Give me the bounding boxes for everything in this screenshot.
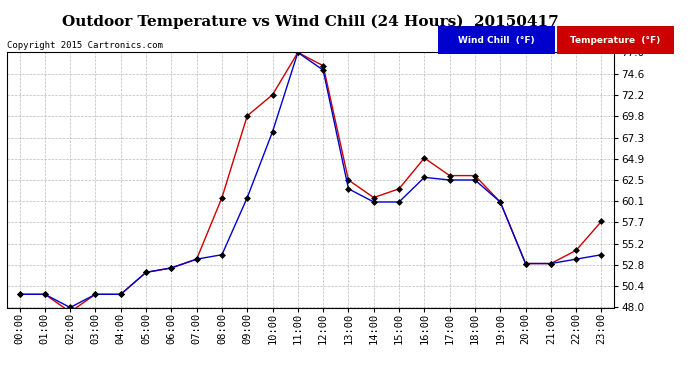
- Text: Wind Chill  (°F): Wind Chill (°F): [458, 36, 535, 45]
- Text: Outdoor Temperature vs Wind Chill (24 Hours)  20150417: Outdoor Temperature vs Wind Chill (24 Ho…: [62, 15, 559, 29]
- Text: Temperature  (°F): Temperature (°F): [571, 36, 660, 45]
- Text: Copyright 2015 Cartronics.com: Copyright 2015 Cartronics.com: [7, 41, 163, 50]
